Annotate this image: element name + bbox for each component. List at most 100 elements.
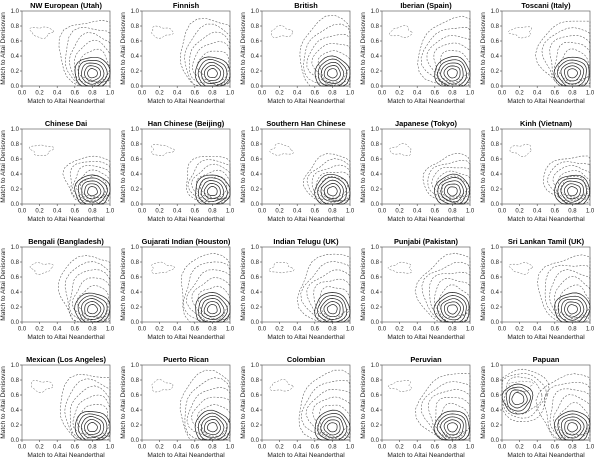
y-tick-label: 0.0 [131, 438, 140, 444]
y-tick-label: 0.6 [371, 393, 380, 399]
x-axis-label: Match to Altai Neanderthal [267, 98, 345, 105]
y-tick-label: 0.4 [491, 54, 500, 60]
y-tick-label: 0.0 [371, 320, 380, 326]
y-tick-label: 1.0 [251, 245, 260, 251]
contour-line-solid [87, 68, 98, 79]
panel-title: British [294, 1, 318, 10]
contour-line-dashed [269, 143, 294, 156]
contour-line-dashed [434, 278, 471, 323]
contour-line-dashed [535, 20, 591, 87]
x-tick-label: 0.0 [18, 327, 27, 333]
y-tick-label: 0.8 [251, 260, 260, 266]
x-tick-label: 0.0 [498, 209, 507, 215]
y-tick-label: 0.8 [11, 260, 20, 266]
x-tick-label: 1.0 [226, 445, 235, 451]
x-tick-label: 0.4 [413, 327, 422, 333]
chart-panel: Han Chinese (Beijing) 0.0 0.2 0.4 0.6 0.8 1.0 0… [120, 118, 240, 236]
x-tick-label: 0.4 [413, 91, 422, 97]
x-tick-label: 0.4 [533, 445, 542, 451]
x-tick-label: 1.0 [586, 91, 595, 97]
contour-line-solid [314, 173, 351, 205]
y-axis-label: Match to Altai Denisovan [120, 130, 127, 203]
y-tick-label: 0.4 [491, 290, 500, 296]
chart-svg: Sri Lankan Tamil (UK) 0.0 0.2 0.4 0.6 0.8 1.0 0… [480, 237, 595, 341]
x-tick-label: 1.0 [106, 209, 115, 215]
y-axis-label: Match to Altai Denisovan [120, 366, 127, 439]
panel-title: Kinh (Vietnam) [520, 119, 573, 128]
x-tick-label: 0.0 [378, 209, 387, 215]
contour-line-solid [314, 55, 351, 87]
contour-line-solid [434, 55, 471, 87]
x-tick-label: 0.6 [191, 91, 200, 97]
x-tick-label: 0.8 [328, 91, 337, 97]
contour-line-dashed [58, 20, 111, 87]
x-tick-label: 0.2 [515, 91, 524, 97]
contour-line-solid [326, 422, 338, 433]
x-tick-label: 0.0 [138, 327, 147, 333]
contour-group [268, 253, 351, 323]
contour-line-dashed [186, 387, 231, 441]
x-axis-label: Match to Altai Neanderthal [507, 216, 585, 223]
y-tick-label: 0.4 [131, 54, 140, 60]
y-tick-label: 0.6 [11, 275, 20, 281]
contour-line-solid [567, 186, 578, 197]
y-tick-label: 0.0 [11, 202, 20, 208]
y-tick-label: 0.4 [371, 172, 380, 178]
contour-line-solid [443, 183, 461, 200]
y-tick-label: 0.4 [371, 54, 380, 60]
contour-line-dashed [507, 26, 532, 39]
chart-panel: Toscani (Italy) 0.0 0.2 0.4 0.6 0.8 1.0 0.0 0.2 0… [480, 0, 600, 118]
y-tick-label: 0.8 [251, 142, 260, 148]
contour-line-solid [74, 411, 111, 441]
y-tick-label: 0.4 [251, 290, 260, 296]
x-tick-label: 1.0 [106, 91, 115, 97]
y-axis-label: Match to Altai Denisovan [480, 12, 487, 85]
contour-line-solid [317, 176, 347, 205]
x-tick-label: 0.6 [191, 445, 200, 451]
panel-title: Toscani (Italy) [521, 1, 571, 10]
x-axis-label: Match to Altai Neanderthal [147, 334, 225, 341]
y-tick-label: 0.4 [251, 54, 260, 60]
x-tick-label: 1.0 [226, 209, 235, 215]
x-tick-label: 0.4 [173, 445, 182, 451]
contour-line-solid [78, 60, 108, 87]
x-tick-label: 0.0 [258, 327, 267, 333]
contour-line-solid [197, 177, 228, 205]
contour-line-dashed [441, 175, 469, 198]
x-tick-label: 0.6 [311, 445, 320, 451]
x-tick-label: 0.2 [395, 209, 404, 215]
contour-line-solid [80, 416, 105, 439]
x-tick-label: 0.0 [18, 209, 27, 215]
y-tick-label: 0.2 [491, 305, 500, 311]
contour-line-solid [563, 183, 581, 200]
y-tick-label: 1.0 [371, 9, 380, 15]
chart-panel: NW European (Utah) 0.0 0.2 0.4 0.6 0.8 1.0 0.0 0… [0, 0, 120, 118]
chart-panel: Japanese (Tokyo) 0.0 0.2 0.4 0.6 0.8 1.0 0.0 0.2… [360, 118, 480, 236]
panel-title: Mexican (Los Angeles) [26, 355, 106, 364]
panel-title: Iberian (Spain) [400, 1, 452, 10]
y-tick-label: 0.6 [371, 157, 380, 163]
contour-line-dashed [559, 175, 589, 198]
x-tick-label: 0.4 [413, 445, 422, 451]
contour-line-dashed [318, 286, 351, 320]
contour-line-solid [317, 58, 348, 87]
contour-line-dashed [535, 373, 591, 441]
y-tick-label: 0.4 [371, 290, 380, 296]
x-tick-label: 0.8 [328, 445, 337, 451]
x-tick-label: 0.4 [413, 209, 422, 215]
y-tick-label: 0.6 [371, 39, 380, 45]
x-tick-label: 0.4 [293, 91, 302, 97]
contour-line-dashed [387, 380, 413, 392]
contour-line-dashed [438, 402, 471, 437]
contour-group [387, 373, 471, 441]
y-tick-label: 0.8 [491, 260, 500, 266]
contour-line-solid [201, 415, 225, 438]
contour-line-solid [317, 413, 348, 441]
x-tick-label: 1.0 [346, 91, 355, 97]
x-tick-label: 0.0 [378, 445, 387, 451]
contour-line-solid [195, 292, 231, 323]
contour-line-dashed [549, 35, 591, 87]
chart-panel: Southern Han Chinese 0.0 0.2 0.4 0.6 0.8 1.0 0.… [240, 118, 360, 236]
chart-svg: Puerto Rican 0.0 0.2 0.4 0.6 0.8 1.0 0.0 0.2 0.4 0… [120, 355, 235, 459]
